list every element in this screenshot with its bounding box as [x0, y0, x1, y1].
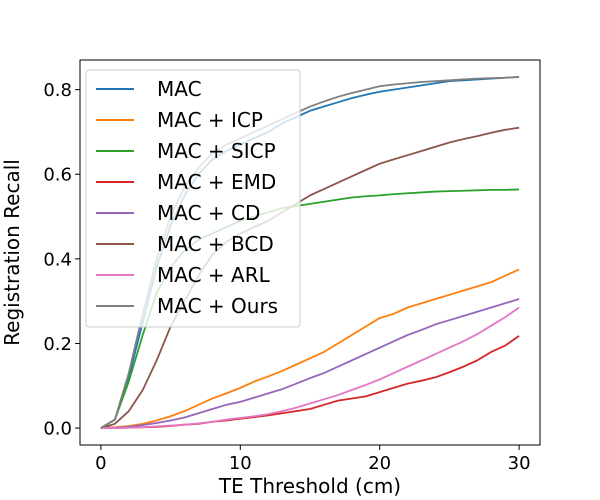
legend-label-6: MAC + ARL: [157, 263, 271, 287]
legend-label-0: MAC: [157, 77, 202, 101]
y-tick-label: 0.4: [43, 249, 72, 270]
plot-frame: [79, 59, 541, 446]
x-axis-label: TE Threshold (cm): [218, 474, 401, 498]
legend-label-4: MAC + CD: [157, 201, 260, 225]
legend-label-1: MAC + ICP: [157, 108, 263, 132]
axis-ticks: 0 10 20 30 0.0 0.2 0.4 0.6 0.8: [43, 80, 530, 474]
y-tick-label: 0.8: [43, 80, 72, 101]
y-tick-label: 0.0: [43, 419, 72, 440]
series-line-6: [100, 306, 520, 429]
legend-label-5: MAC + BCD: [157, 232, 274, 256]
legend-label-2: MAC + SICP: [157, 139, 276, 163]
x-tick-label: 20: [368, 453, 391, 474]
legend: MAC MAC + ICP MAC + SICP MAC + EMD MAC + CD M…: [85, 69, 301, 328]
legend-label-7: MAC + Ours: [157, 294, 278, 318]
series-line-1: [100, 268, 520, 429]
y-tick-label: 0.6: [43, 165, 72, 186]
legend-label-3: MAC + EMD: [157, 170, 276, 194]
x-tick-label: 0: [95, 453, 106, 474]
x-tick-label: 10: [229, 453, 252, 474]
legend-frame: [85, 69, 301, 328]
y-tick-label: 0.2: [43, 334, 72, 355]
series-line-4: [100, 298, 520, 429]
x-tick-label: 30: [508, 453, 531, 474]
y-axis-label: Registration Recall: [0, 159, 24, 346]
